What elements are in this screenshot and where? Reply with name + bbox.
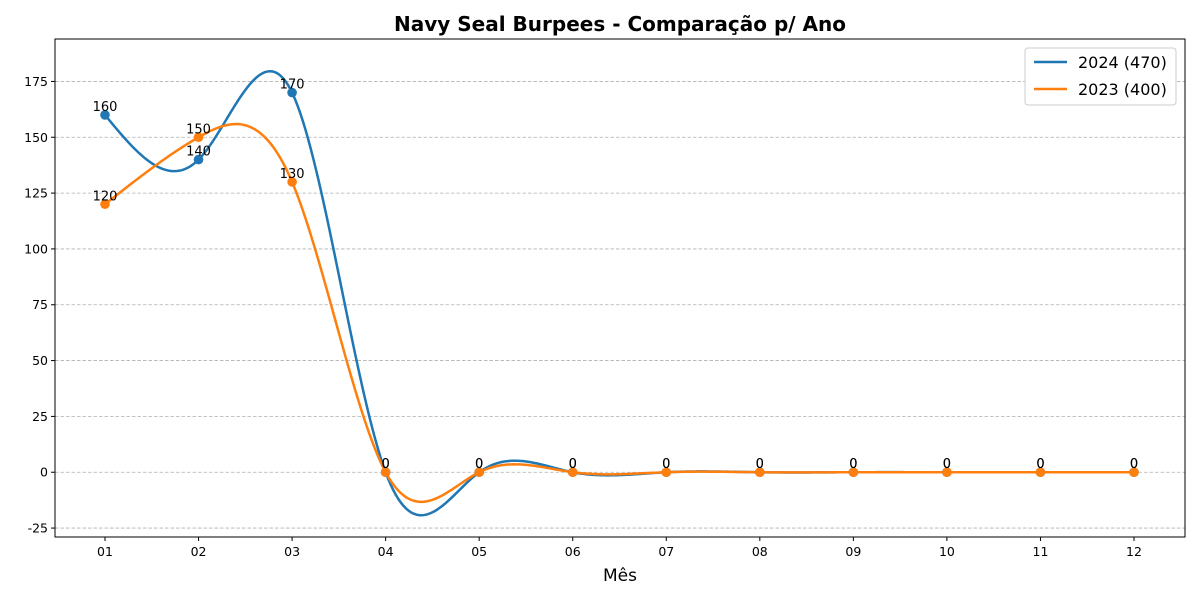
x-tick-label: 05	[471, 544, 487, 559]
x-tick-label: 10	[939, 544, 955, 559]
legend-label-2023: 2023 (400)	[1078, 80, 1167, 99]
x-tick-label: 02	[191, 544, 207, 559]
data-label: 0	[569, 457, 577, 472]
x-tick-label: 12	[1126, 544, 1142, 559]
data-label: 0	[381, 457, 389, 472]
series-line-1	[104, 122, 1134, 504]
data-point	[380, 467, 391, 478]
y-tick-label: 100	[24, 241, 48, 256]
data-label: 0	[569, 457, 577, 472]
legend: 2024 (470) 2023 (400)	[1024, 47, 1177, 106]
y-tick-label: 150	[24, 130, 48, 145]
data-label: 0	[381, 457, 389, 472]
data-label: 160	[93, 100, 118, 115]
data-point	[1035, 467, 1046, 478]
data-point	[1129, 467, 1139, 478]
x-tick-label: 03	[284, 544, 300, 559]
data-point	[287, 87, 297, 98]
data-point	[661, 467, 672, 478]
x-axis-ticks: 01 02 03 04 05 06 07 08 09 10 11 12	[97, 537, 1142, 559]
y-tick-label: 0	[40, 465, 48, 480]
data-label: 0	[943, 457, 951, 472]
y-tick-label: -25	[28, 521, 48, 536]
x-tick-label: 07	[658, 544, 674, 559]
x-tick-label: 01	[97, 544, 113, 559]
data-point	[942, 467, 952, 478]
y-tick-label: 175	[24, 74, 48, 89]
data-point	[100, 110, 110, 120]
series-layer	[100, 69, 1139, 517]
y-tick-label: 75	[32, 297, 48, 312]
y-tick-label: 25	[32, 409, 48, 424]
x-axis-label: Mês	[603, 566, 637, 586]
y-axis-ticks: -25 0 25 50 75 100 125 150 175	[24, 74, 55, 536]
data-label: 0	[756, 457, 764, 472]
data-point	[474, 467, 484, 478]
data-label: 0	[849, 457, 857, 472]
data-point	[287, 177, 297, 187]
data-point	[567, 467, 578, 478]
data-label: 170	[280, 78, 305, 93]
y-tick-label: 50	[32, 353, 48, 368]
data-label: 140	[186, 145, 211, 160]
data-point	[193, 132, 204, 143]
data-label: 0	[1036, 457, 1044, 472]
x-tick-label: 09	[845, 544, 861, 559]
data-label: 0	[849, 457, 857, 472]
data-label: 0	[662, 457, 670, 472]
series-line-0	[104, 69, 1134, 517]
data-label: 0	[475, 457, 483, 472]
data-label: 0	[662, 457, 670, 472]
y-tick-label: 125	[24, 186, 48, 201]
x-tick-label: 08	[752, 544, 768, 559]
data-label: 0	[1036, 457, 1044, 472]
data-label: 0	[1130, 457, 1138, 472]
plot-frame	[54, 38, 1186, 538]
data-label: 0	[475, 457, 483, 472]
chart-title: Navy Seal Burpees - Comparação p/ Ano	[394, 12, 846, 36]
data-point	[755, 467, 765, 478]
data-point	[193, 154, 204, 165]
grid	[55, 81, 1185, 529]
data-label: 130	[280, 167, 305, 182]
data-label: 150	[186, 122, 211, 137]
data-label: 0	[756, 457, 764, 472]
x-tick-label: 06	[565, 544, 581, 559]
x-tick-label: 11	[1033, 544, 1049, 559]
legend-label-2024: 2024 (470)	[1078, 53, 1167, 72]
data-point	[100, 199, 110, 210]
data-label: 120	[93, 189, 118, 204]
data-label: 0	[943, 457, 951, 472]
data-point	[848, 467, 859, 478]
x-tick-label: 04	[378, 544, 394, 559]
data-label: 0	[1130, 457, 1138, 472]
